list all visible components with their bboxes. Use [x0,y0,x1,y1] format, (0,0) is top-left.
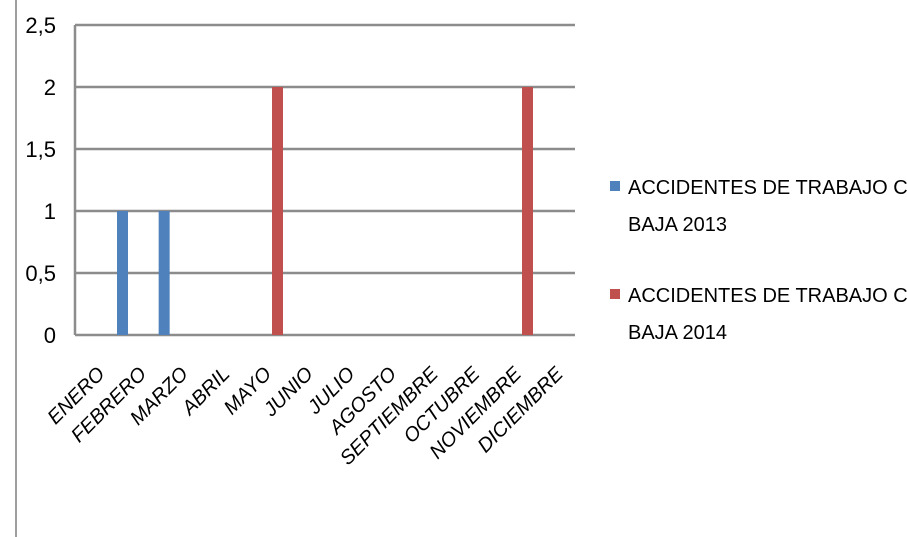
bar [272,87,283,335]
y-tick-label: 1 [44,199,56,224]
bar [522,87,533,335]
y-tick-label: 2,5 [25,13,56,38]
y-tick-labels: 0 0,5 1 1,5 2 2,5 [25,13,56,348]
gridlines [73,23,575,337]
y-tick-label: 1,5 [25,137,56,162]
bar [158,211,170,335]
bar [117,211,128,335]
y-tick-label: 2 [44,75,56,100]
bars [117,87,533,335]
legend-swatch [610,289,620,299]
legend-swatch [610,181,620,191]
x-tick-labels: ENEROFEBREROMARZOABRILMAYOJUNIOJULIOAGOS… [44,363,569,470]
x-tick-label: ABRIL [177,363,234,420]
legend-label: ACCIDENTES DE TRABAJO CON [628,177,907,199]
y-tick-label: 0,5 [25,261,56,286]
legend-label: ACCIDENTES DE TRABAJO CON [628,285,907,307]
legend: ACCIDENTES DE TRABAJO CON BAJA 2013 ACCIDE… [610,177,907,344]
y-tick-label: 0 [44,323,56,348]
legend-label: BAJA 2014 [628,322,727,344]
legend-label: BAJA 2013 [628,214,727,236]
